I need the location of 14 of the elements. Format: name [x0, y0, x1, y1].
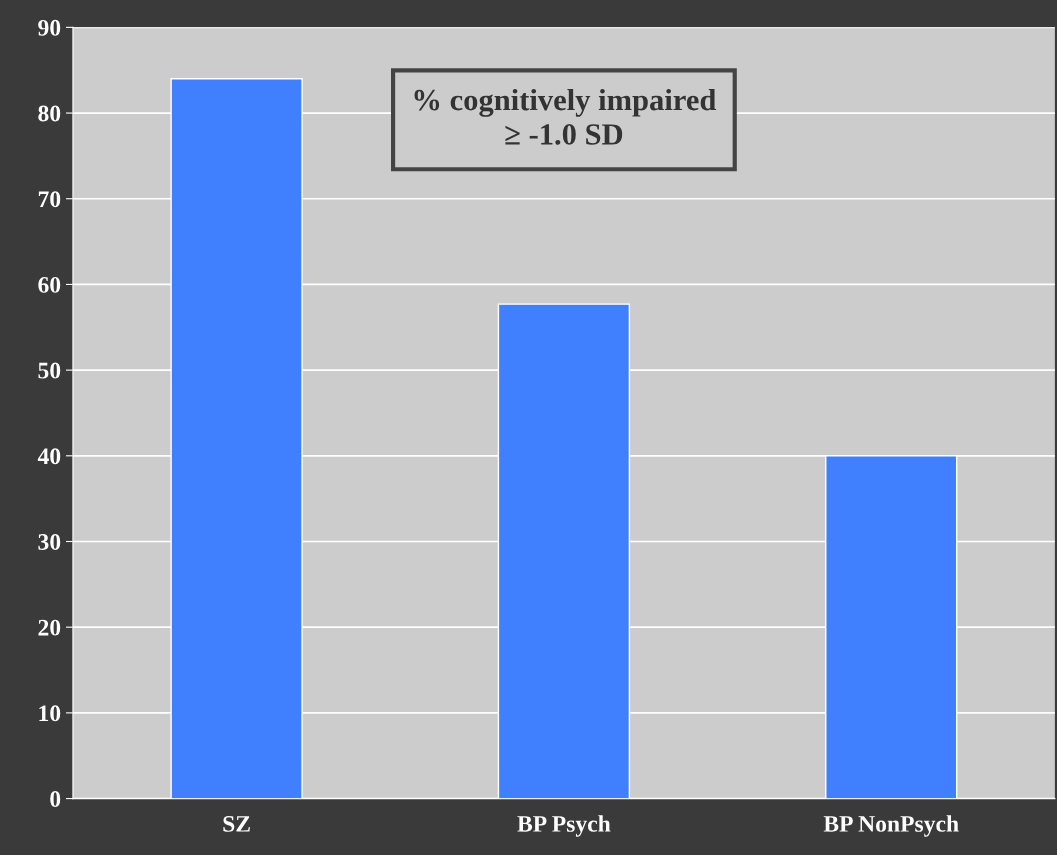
x-tick-label: BP NonPsych — [823, 815, 959, 837]
y-tick-label: 80 — [38, 105, 61, 122]
annotation: % cognitively impaired ≥ -1.0 SD — [414, 88, 717, 145]
y-tick-label: 50 — [38, 362, 61, 379]
y-tick-label: 20 — [38, 619, 61, 636]
y-tick-label: 40 — [37, 448, 61, 465]
y-tick-label: 10 — [39, 705, 61, 722]
x-tick-label: BP Psych — [517, 815, 611, 837]
y-tick-label: 70 — [38, 191, 61, 208]
x-tick-label: SZ — [223, 815, 250, 832]
y-tick-label: 60 — [38, 276, 61, 293]
y-tick-label: 30 — [38, 533, 61, 550]
y-tick-label: 0 — [50, 791, 61, 807]
y-tick-label: 90 — [38, 19, 61, 36]
